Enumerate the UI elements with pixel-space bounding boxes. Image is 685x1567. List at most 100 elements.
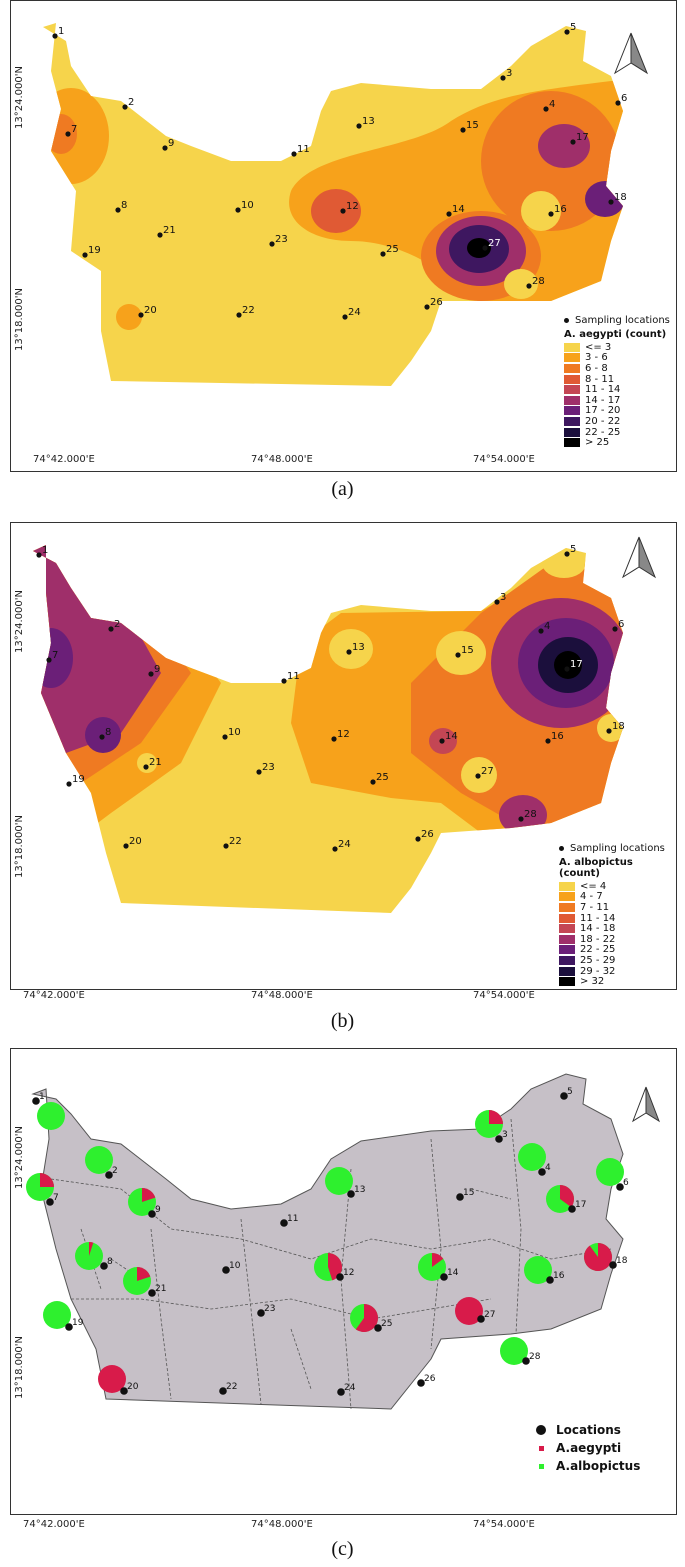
site-5-dot (564, 551, 570, 557)
site-17-label: 17 (575, 1200, 586, 1210)
site-10-dot (222, 734, 228, 740)
site-1-dot (52, 33, 58, 39)
site-3-label: 3 (500, 592, 506, 603)
site-16-dot (545, 738, 551, 744)
panel-a-legend-points: Sampling locations (575, 315, 670, 326)
site-22-dot (223, 843, 229, 849)
panel-c-legend-locations: Locations (556, 1423, 621, 1437)
site-28-label: 28 (529, 1352, 541, 1362)
site-25-dot (374, 1324, 382, 1332)
legend-class-label: > 25 (585, 437, 610, 449)
site-7-label: 7 (71, 124, 77, 135)
site-17-label: 17 (576, 132, 589, 143)
site-19-dot (65, 1323, 73, 1331)
site-19-label: 19 (72, 774, 85, 785)
legend-swatch (559, 945, 575, 955)
site-19-dot (66, 781, 72, 787)
panel-b-low-5 (542, 548, 586, 578)
site-15-label: 15 (466, 120, 479, 131)
pie-slice-aegypti (489, 1110, 503, 1124)
site-13-dot (347, 1190, 355, 1198)
site-20-dot (120, 1387, 128, 1395)
site-6-label: 6 (621, 93, 627, 104)
panel-b-svg: 1234567891011121314151617181920212223242… (33, 536, 657, 913)
site-4-label: 4 (544, 621, 550, 632)
sampling-dot-icon (559, 846, 564, 851)
site-23-label: 23 (264, 1304, 275, 1314)
site-11-label: 11 (297, 144, 310, 155)
pie-site-8 (75, 1242, 103, 1270)
panel-a-hot-27-core (467, 238, 491, 258)
legend-swatch (564, 363, 580, 373)
site-24-label: 24 (348, 307, 361, 318)
site-12-dot (331, 736, 337, 742)
site-23-label: 23 (262, 762, 275, 773)
site-24-dot (337, 1388, 345, 1396)
site-7-label: 7 (52, 650, 58, 661)
panel-a-north-arrow (613, 32, 649, 75)
site-17-dot (570, 139, 576, 145)
panel-b-lat-1: 13°24.000'N (14, 590, 25, 653)
site-11-dot (280, 1219, 288, 1227)
site-23-dot (256, 769, 262, 775)
site-23-dot (269, 241, 275, 247)
legend-swatch (559, 966, 575, 976)
pie-slice-base (43, 1301, 71, 1329)
site-14-dot (439, 738, 445, 744)
site-19-label: 19 (72, 1318, 84, 1328)
site-26-label: 26 (424, 1374, 436, 1384)
site-28-dot (526, 283, 532, 289)
site-16-label: 16 (553, 1271, 565, 1281)
site-2-dot (122, 104, 128, 110)
panel-c-map: 1 2 3 4 5 6 7 8 9 10 11 12 13 14 15 16 17 18 19 20 21 22 23 24 2… (10, 1048, 677, 1530)
site-8-label: 8 (105, 727, 111, 738)
site-20-label: 20 (144, 305, 157, 316)
pie-slice-base (596, 1158, 624, 1186)
site-16-dot (546, 1276, 554, 1284)
legend-class-1: 3 - 6 (564, 352, 670, 364)
pie-site-12 (314, 1253, 343, 1281)
pie-site-16 (524, 1256, 552, 1284)
site-26-dot (417, 1379, 425, 1387)
pie-site-21 (123, 1267, 151, 1295)
legend-swatch (564, 342, 580, 352)
panel-b-zone-west-3 (33, 545, 161, 753)
legend-class-label: > 32 (580, 976, 605, 988)
site-12-dot (340, 208, 346, 214)
site-11-label: 11 (287, 671, 300, 682)
site-18-dot (609, 1261, 617, 1269)
site-14-dot (440, 1273, 448, 1281)
panel-c-lat-1: 13°24.000'N (14, 1126, 25, 1189)
site-3-label: 3 (506, 68, 512, 79)
legend-swatch (559, 924, 575, 934)
site-8-label: 8 (107, 1257, 113, 1267)
site-20-dot (138, 312, 144, 318)
legend-class-6: 17 - 20 (564, 405, 670, 416)
site-11-dot (281, 678, 287, 684)
legend-class-label: 3 - 6 (585, 352, 608, 364)
pie-slice-aegypti (142, 1188, 156, 1202)
panel-b-lon-1: 74°42.000'E (23, 990, 85, 1001)
site-9-label: 9 (154, 664, 160, 675)
site-25-label: 25 (381, 1319, 392, 1329)
legend-class-label: 25 - 29 (580, 954, 616, 966)
panel-b-low-13 (329, 629, 373, 669)
site-22-dot (236, 312, 242, 318)
site-19-dot (82, 252, 88, 258)
site-23-label: 23 (275, 234, 288, 245)
site-4-dot (538, 1168, 546, 1176)
site-25-dot (380, 251, 386, 257)
site-9-dot (148, 1210, 156, 1218)
legend-swatch (564, 395, 580, 405)
site-21-dot (157, 232, 163, 238)
panel-b-legend-points: Sampling locations (570, 843, 665, 854)
site-13-label: 13 (362, 116, 375, 127)
legend-swatch (564, 406, 580, 416)
site-3-dot (500, 75, 506, 81)
legend-class-9: > 25 (564, 437, 670, 448)
site-3-dot (495, 1135, 503, 1143)
site-22-label: 22 (229, 836, 242, 847)
site-5-label: 5 (570, 22, 576, 33)
site-13-dot (356, 123, 362, 129)
site-1-label: 1 (42, 545, 48, 556)
